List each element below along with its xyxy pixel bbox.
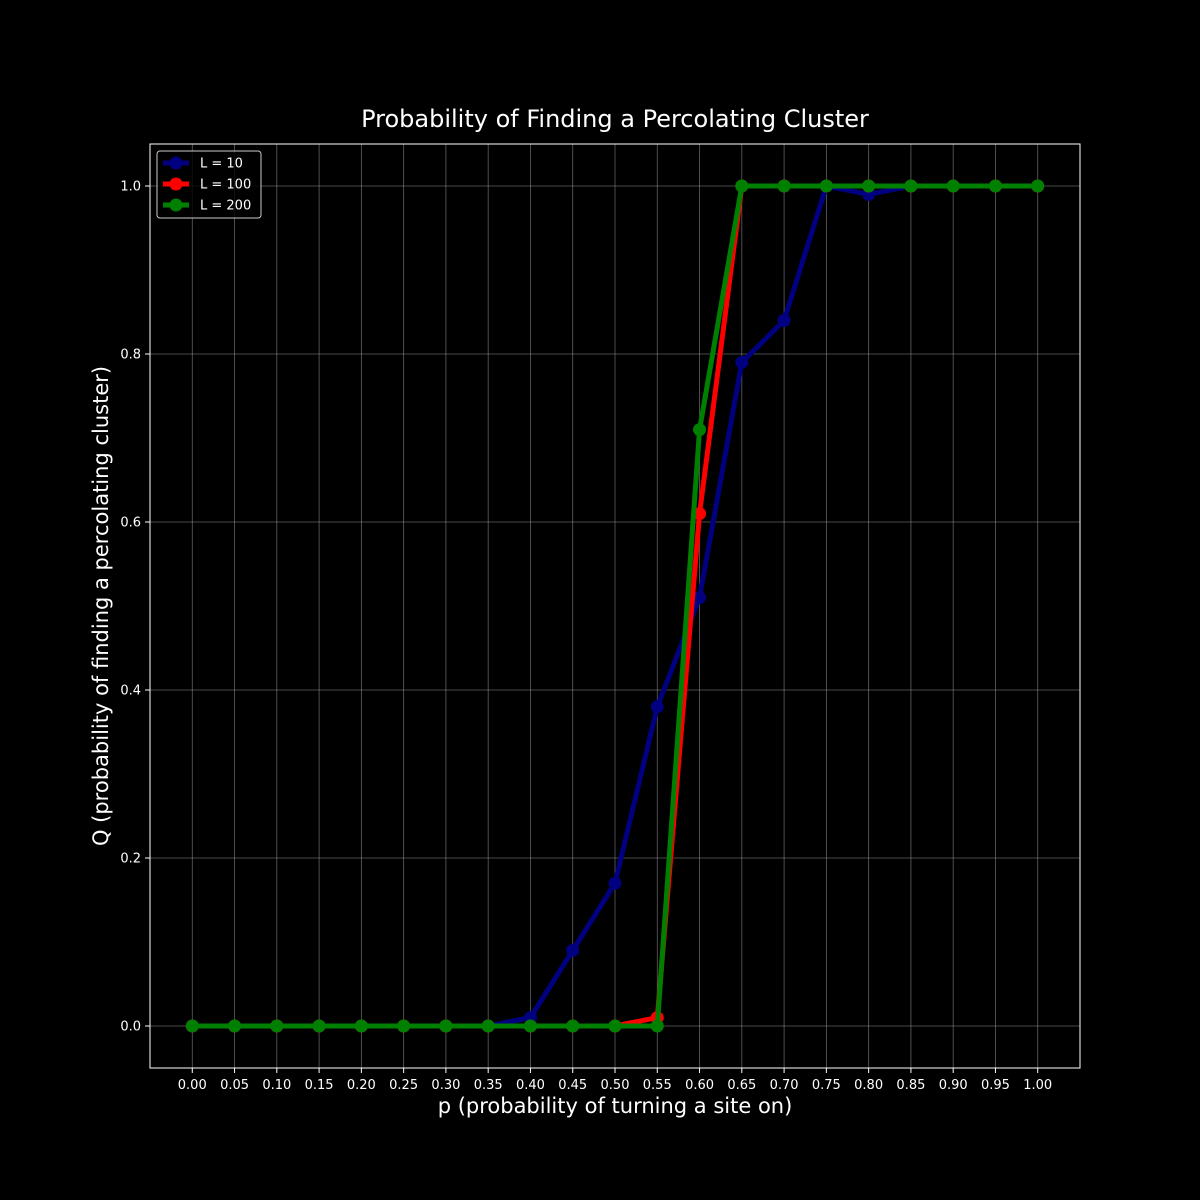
x-tick-label: 0.75	[812, 1078, 841, 1093]
x-tick-label: 0.10	[262, 1078, 291, 1093]
data-point	[608, 1019, 622, 1033]
y-tick-label: 0.2	[120, 852, 141, 867]
y-tick-label: 0.6	[120, 516, 141, 531]
chart-title: Probability of Finding a Percolating Clu…	[361, 105, 869, 133]
legend-box	[156, 150, 262, 219]
legend-swatch-marker	[169, 156, 183, 170]
x-tick-label: 0.55	[643, 1078, 672, 1093]
legend-swatch-marker	[169, 198, 183, 212]
data-point	[354, 1019, 368, 1033]
x-axis-title: p (probability of turning a site on)	[438, 1094, 793, 1118]
series-3	[185, 179, 1045, 1033]
grid	[150, 144, 1080, 1068]
data-point	[988, 179, 1002, 193]
x-tick-label: 0.65	[727, 1078, 756, 1093]
y-tick-label: 0.8	[120, 348, 141, 363]
x-tick-label: 0.00	[178, 1078, 207, 1093]
y-tick-label: 1.0	[120, 180, 141, 195]
data-point	[735, 355, 749, 369]
data-point	[481, 1019, 495, 1033]
y-axis-title: Q (probability of finding a percolating …	[89, 366, 113, 846]
legend-label: L = 100	[200, 178, 251, 193]
data-point	[862, 179, 876, 193]
x-tick-label: 0.05	[220, 1078, 249, 1093]
x-tick-label: 0.80	[854, 1078, 883, 1093]
data-point	[819, 179, 833, 193]
x-tick-label: 0.30	[431, 1078, 460, 1093]
legend-label: L = 200	[200, 199, 251, 214]
y-axis: 0.0 0.2 0.4 0.6 0.8 1.0	[120, 180, 150, 1035]
data-point	[904, 179, 918, 193]
x-tick-label: 0.40	[516, 1078, 545, 1093]
x-tick-label: 0.20	[347, 1078, 376, 1093]
x-tick-label: 0.25	[389, 1078, 418, 1093]
x-axis: 0.00 0.05 0.10 0.15 0.20 0.25 0.30 0.35 0.40 0.45…	[178, 1068, 1052, 1093]
data-point	[650, 1019, 664, 1033]
y-tick-label: 0.0	[120, 1020, 141, 1035]
data-point	[185, 1019, 199, 1033]
data-point	[397, 1019, 411, 1033]
legend-label: L = 10	[200, 157, 243, 172]
x-tick-label: 0.15	[305, 1078, 334, 1093]
data-point	[693, 591, 707, 605]
legend-swatch-marker	[169, 177, 183, 191]
x-tick-label: 0.70	[770, 1078, 799, 1093]
data-point	[312, 1019, 326, 1033]
data-point	[566, 1019, 580, 1033]
data-point	[693, 423, 707, 437]
data-point	[439, 1019, 453, 1033]
data-point	[523, 1019, 537, 1033]
data-point	[650, 700, 664, 714]
data-point	[777, 313, 791, 327]
x-tick-label: 0.50	[601, 1078, 630, 1093]
series-layer	[185, 179, 1045, 1033]
x-tick-label: 0.85	[896, 1078, 925, 1093]
data-point	[608, 876, 622, 890]
x-tick-label: 0.35	[474, 1078, 503, 1093]
legend: L = 10 L = 100 L = 200	[156, 150, 262, 219]
x-tick-label: 0.60	[685, 1078, 714, 1093]
x-tick-label: 0.95	[981, 1078, 1010, 1093]
data-point	[270, 1019, 284, 1033]
data-point	[946, 179, 960, 193]
data-point	[735, 179, 749, 193]
y-tick-label: 0.4	[120, 684, 141, 699]
x-tick-label: 1.00	[1023, 1078, 1052, 1093]
x-tick-label: 0.45	[558, 1078, 587, 1093]
x-tick-label: 0.90	[939, 1078, 968, 1093]
data-point	[777, 179, 791, 193]
data-point	[566, 943, 580, 957]
data-point	[228, 1019, 242, 1033]
data-point	[1031, 179, 1045, 193]
